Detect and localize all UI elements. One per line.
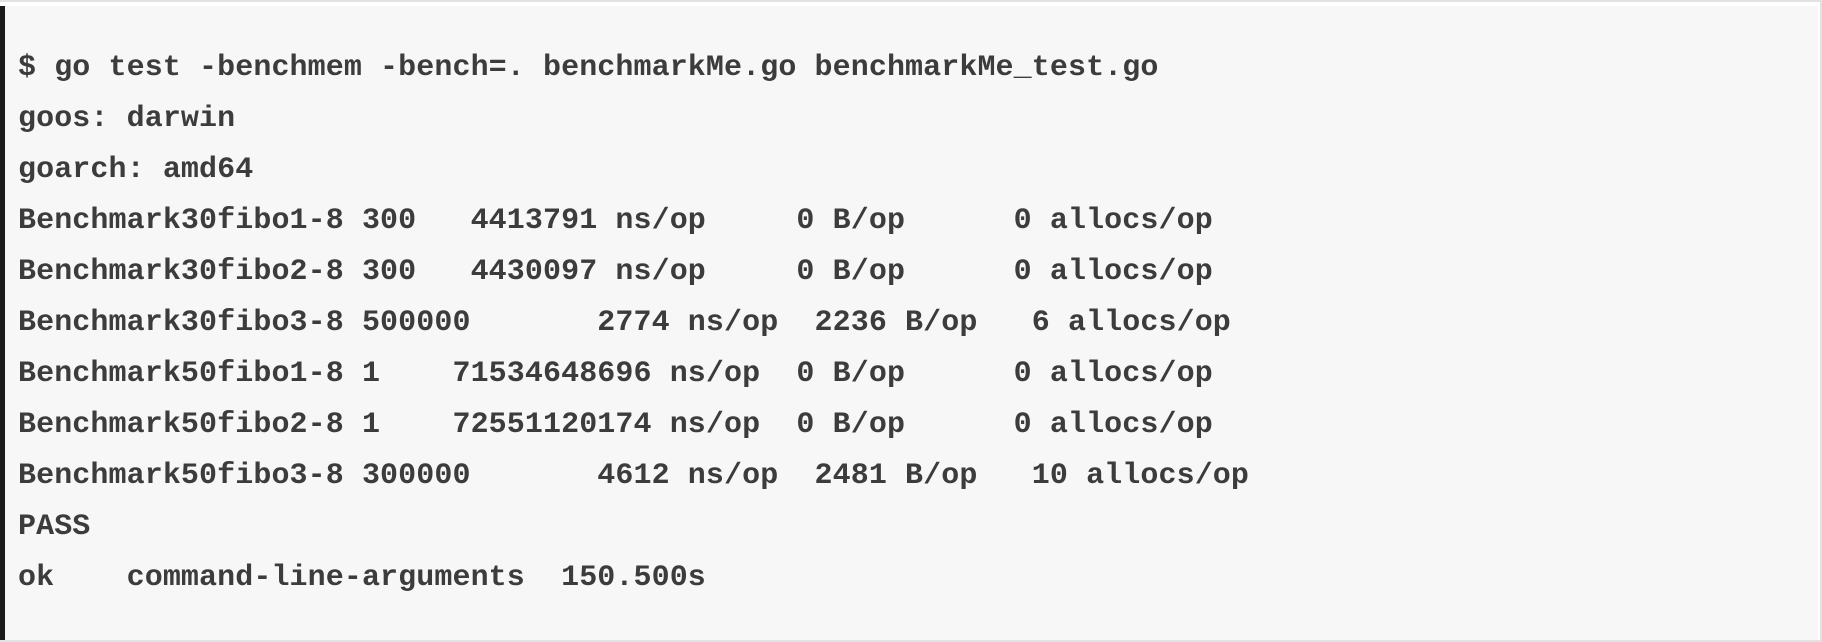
summary-line: ok command-line-arguments 150.500s: [18, 561, 706, 595]
output-line-goarch: goarch: amd64: [18, 153, 254, 187]
pass-status-line: PASS: [18, 510, 91, 544]
code-block: $ go test -benchmem -bench=. benchmarkMe…: [0, 6, 1818, 640]
benchmark-result-line: Benchmark50fibo1-8 1 71534648696 ns/op 0…: [18, 357, 1213, 391]
terminal-output: $ go test -benchmem -bench=. benchmarkMe…: [18, 43, 1249, 604]
benchmark-result-line: Benchmark30fibo2-8 300 4430097 ns/op 0 B…: [18, 255, 1213, 289]
benchmark-result-line: Benchmark50fibo3-8 300000 4612 ns/op 248…: [18, 459, 1249, 493]
benchmark-result-line: Benchmark30fibo1-8 300 4413791 ns/op 0 B…: [18, 204, 1213, 238]
command-line: $ go test -benchmem -bench=. benchmarkMe…: [18, 51, 1159, 85]
benchmark-result-line: Benchmark50fibo2-8 1 72551120174 ns/op 0…: [18, 408, 1213, 442]
output-line-goos: goos: darwin: [18, 102, 236, 136]
benchmark-result-line: Benchmark30fibo3-8 500000 2774 ns/op 223…: [18, 306, 1231, 340]
